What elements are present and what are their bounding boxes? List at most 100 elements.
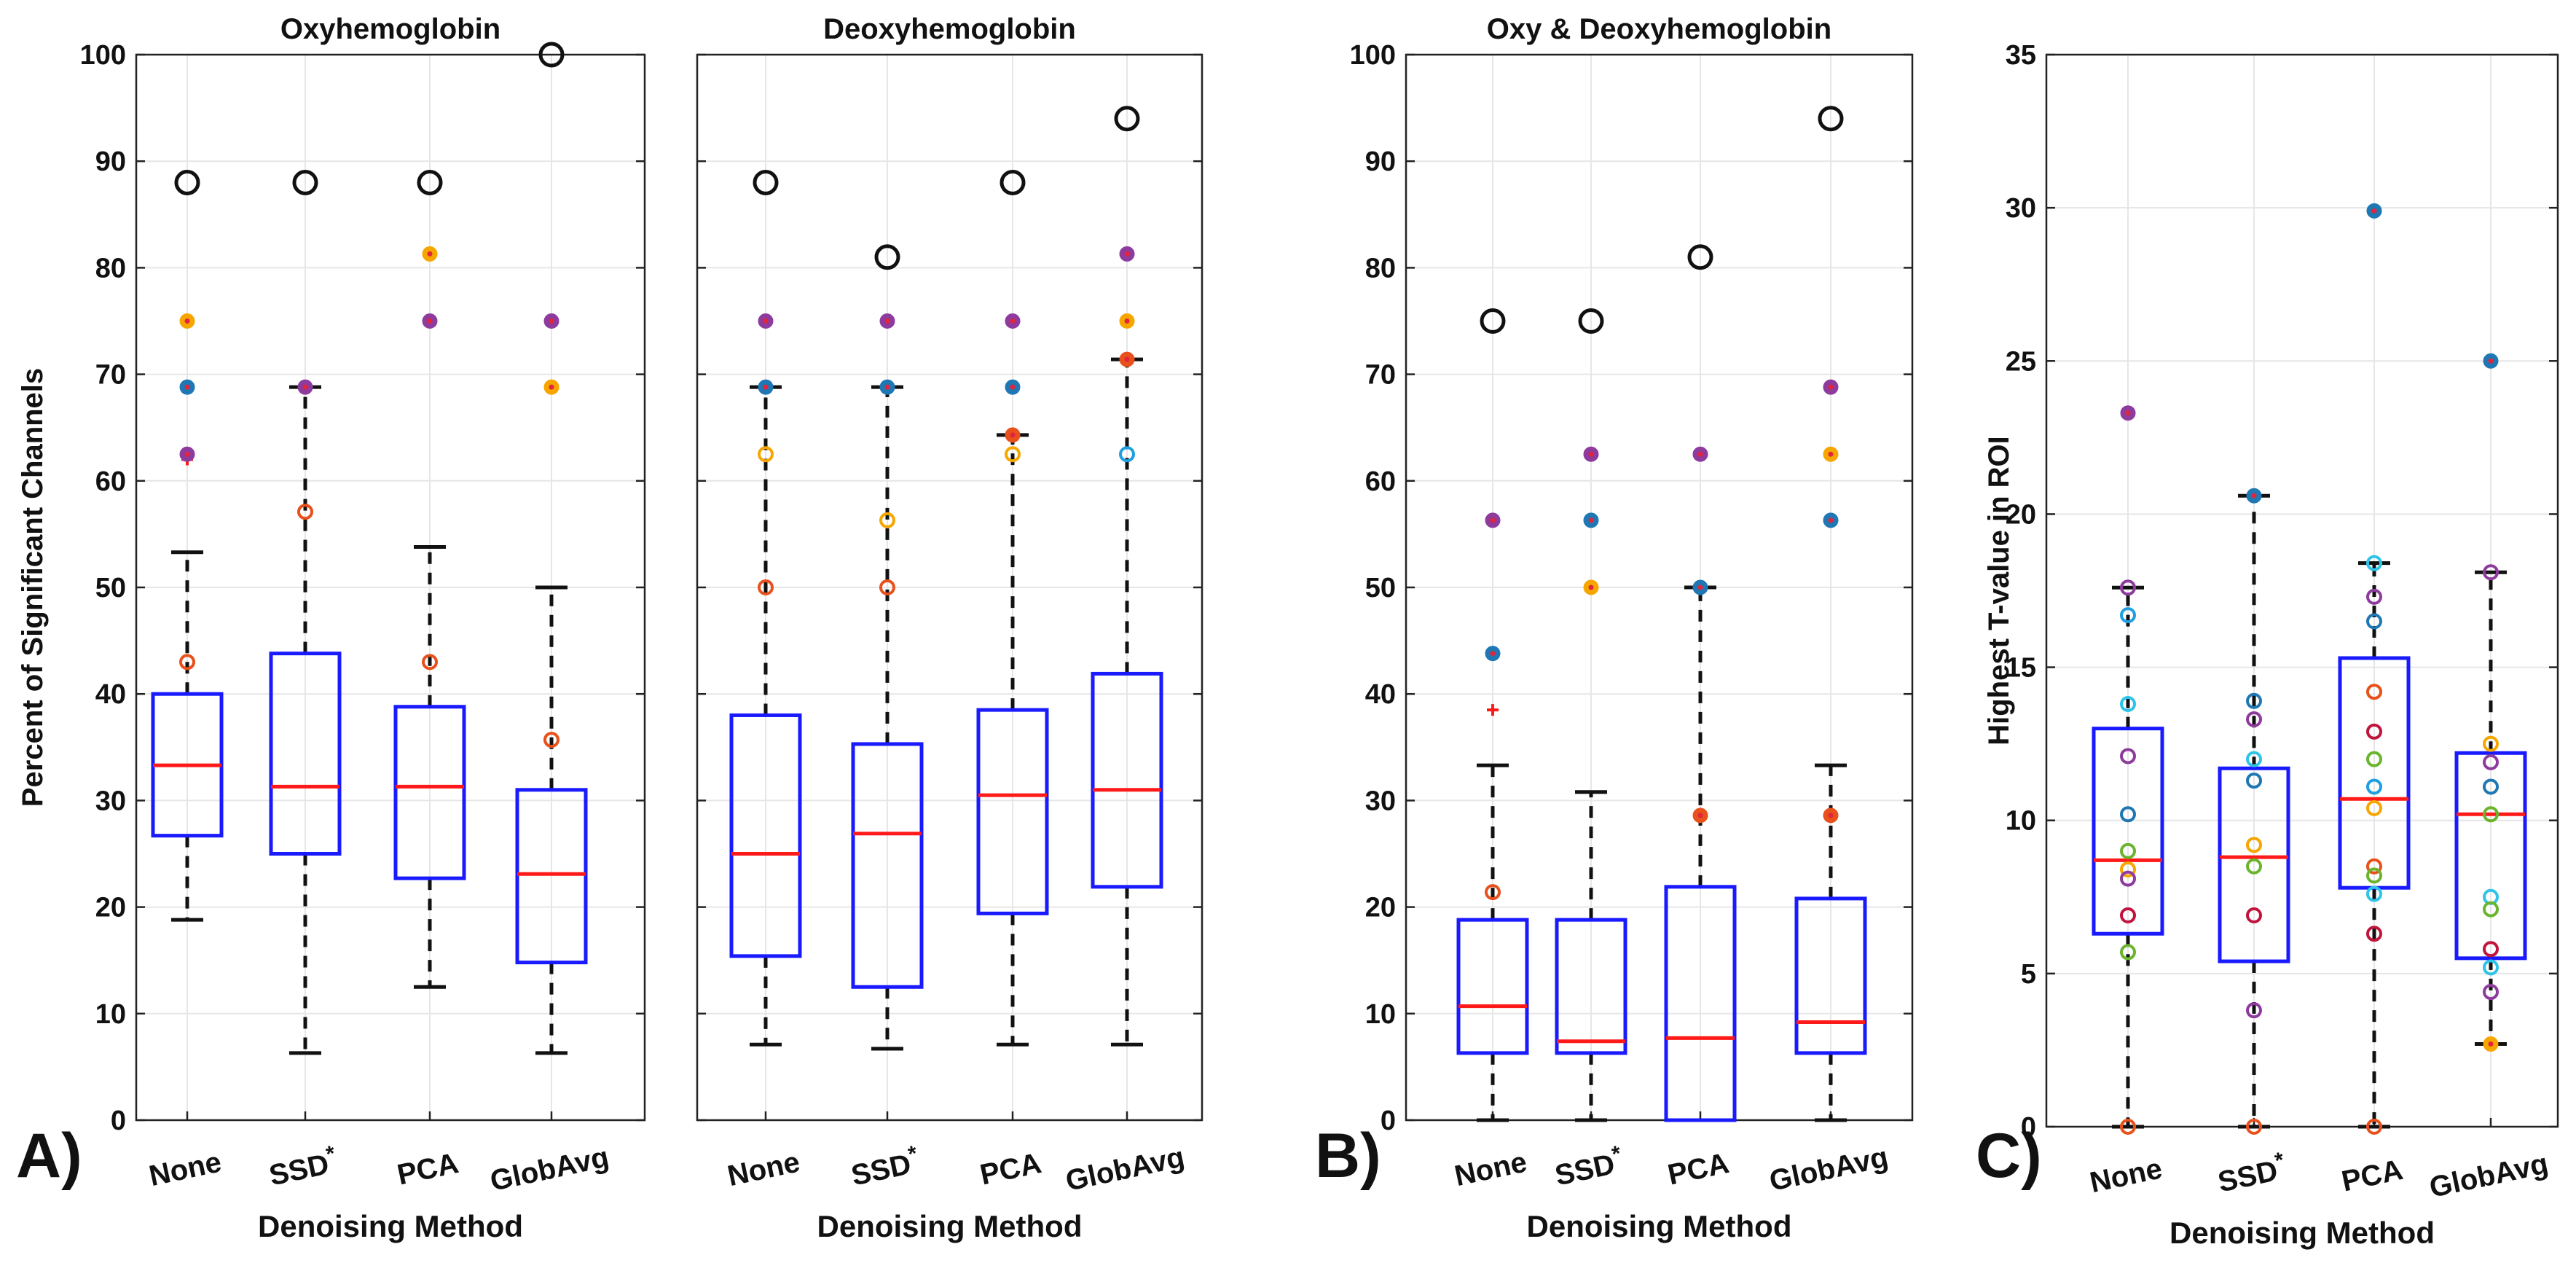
subject-point-core bbox=[2488, 1041, 2494, 1047]
x-axis-label: Denoising Method bbox=[817, 1209, 1083, 1243]
y-tick-label: 40 bbox=[1365, 679, 1396, 710]
subject-point-core bbox=[884, 318, 890, 324]
subject-point bbox=[2366, 555, 2382, 571]
subject-point bbox=[2483, 901, 2499, 918]
subject-point bbox=[2120, 842, 2136, 859]
box-iqr bbox=[1664, 885, 1737, 1122]
x-tick-label: SSD* bbox=[1551, 1141, 1626, 1192]
subject-point bbox=[879, 512, 895, 528]
asterisk: * bbox=[906, 1141, 920, 1167]
subject-point bbox=[2366, 926, 2382, 942]
box-iqr bbox=[729, 713, 802, 958]
y-tick-label: 30 bbox=[95, 786, 126, 816]
subject-point bbox=[2483, 735, 2499, 752]
subject-point-core bbox=[884, 384, 890, 390]
x-tick-label: PCA bbox=[977, 1147, 1044, 1192]
subject-point bbox=[2120, 861, 2136, 877]
outlier-circle bbox=[1000, 169, 1026, 195]
subject-point bbox=[2246, 751, 2262, 767]
subject-point-core bbox=[763, 384, 769, 390]
x-tick-label: GlobAvg bbox=[487, 1141, 612, 1197]
subject-point bbox=[2120, 607, 2136, 624]
y-tick-label: 50 bbox=[95, 573, 126, 603]
chart-title: Oxy & Deoxyhemoglobin bbox=[1487, 13, 1831, 45]
y-tick-label: 50 bbox=[1365, 573, 1396, 603]
subject-point-core bbox=[1124, 318, 1130, 324]
subject-point bbox=[543, 732, 559, 748]
x-tick-label: SSD* bbox=[847, 1141, 922, 1192]
y-tick-label: 60 bbox=[95, 466, 126, 497]
panel-letter-1: A) bbox=[16, 1121, 82, 1191]
panel-letter-3: C) bbox=[1976, 1121, 2042, 1191]
outlier-circle bbox=[538, 42, 565, 68]
subject-point-core bbox=[1697, 451, 1703, 457]
box-PCA bbox=[393, 544, 466, 989]
subject-point bbox=[2483, 754, 2499, 770]
box-iqr bbox=[851, 742, 924, 989]
outlier-circle bbox=[174, 169, 200, 195]
subject-point bbox=[2366, 778, 2382, 795]
y-tick-label: 100 bbox=[80, 40, 126, 71]
outlier-circle bbox=[1114, 106, 1140, 132]
outlier-circle bbox=[1480, 308, 1506, 334]
subject-point bbox=[1119, 446, 1135, 463]
subject-point-core bbox=[1490, 651, 1496, 657]
box-PCA bbox=[976, 433, 1049, 1047]
x-axis-label: Denoising Method bbox=[1527, 1209, 1792, 1243]
subject-point-core bbox=[302, 384, 308, 390]
subject-point bbox=[2246, 907, 2262, 924]
box-SSD* bbox=[1555, 790, 1627, 1122]
x-tick-label: GlobAvg bbox=[1767, 1141, 1891, 1197]
subject-point-core bbox=[1010, 384, 1016, 390]
outlier-circle bbox=[753, 169, 779, 195]
axes-frame bbox=[2045, 53, 2559, 1128]
subject-point-core bbox=[2125, 410, 2131, 416]
subject-point-core bbox=[184, 318, 190, 324]
box-GlobAvg bbox=[1091, 357, 1163, 1047]
subject-point-core bbox=[2371, 208, 2377, 214]
subject-point bbox=[758, 446, 774, 463]
y-tick-label: 60 bbox=[1365, 466, 1396, 497]
box-iqr bbox=[269, 652, 342, 856]
box-iqr bbox=[976, 708, 1049, 915]
y-tick-label: 70 bbox=[95, 360, 126, 391]
outlier-circle bbox=[1687, 244, 1713, 270]
outlier-circle bbox=[1818, 106, 1844, 132]
y-tick-label: 90 bbox=[95, 146, 126, 177]
subject-point bbox=[422, 654, 438, 670]
x-tick-label: SSD* bbox=[265, 1141, 340, 1192]
subject-point bbox=[2483, 984, 2499, 1001]
panel-letter-2: B) bbox=[1315, 1121, 1381, 1191]
subject-point-core bbox=[763, 318, 769, 324]
chart-title: Oxyhemoglobin bbox=[280, 13, 500, 45]
box-iqr bbox=[1794, 896, 1867, 1055]
y-tick-label: 30 bbox=[2006, 193, 2036, 224]
box-iqr bbox=[2092, 727, 2164, 936]
y-axis-label: Highest T-value in ROI bbox=[1983, 436, 2015, 746]
y-tick-label: 0 bbox=[1381, 1106, 1396, 1136]
subject-point bbox=[2366, 613, 2382, 630]
y-tick-label: 30 bbox=[1365, 786, 1396, 816]
box-GlobAvg bbox=[2454, 570, 2527, 1047]
subject-point bbox=[2120, 806, 2136, 823]
subject-point-core bbox=[1124, 251, 1130, 257]
y-tick-label: 25 bbox=[2006, 346, 2036, 377]
subject-point bbox=[1485, 884, 1501, 901]
y-tick-label: 40 bbox=[95, 679, 126, 710]
subject-point bbox=[2483, 778, 2499, 795]
subject-point bbox=[2483, 564, 2499, 581]
x-axis-label: Denoising Method bbox=[2169, 1216, 2435, 1250]
box-iqr bbox=[1555, 918, 1627, 1055]
outlier-circle bbox=[417, 169, 443, 195]
y-tick-label: 20 bbox=[95, 893, 126, 923]
subject-point-core bbox=[1828, 813, 1834, 818]
subject-point-core bbox=[1010, 318, 1016, 324]
subject-point bbox=[2246, 858, 2262, 875]
box-iqr bbox=[2454, 751, 2527, 961]
subject-point bbox=[2366, 684, 2382, 700]
x-tick-label: None bbox=[2087, 1152, 2165, 1199]
subject-point-core bbox=[1010, 432, 1016, 438]
subject-point bbox=[2120, 944, 2136, 961]
box-iqr bbox=[515, 788, 588, 965]
outlier-circle bbox=[1578, 308, 1604, 334]
